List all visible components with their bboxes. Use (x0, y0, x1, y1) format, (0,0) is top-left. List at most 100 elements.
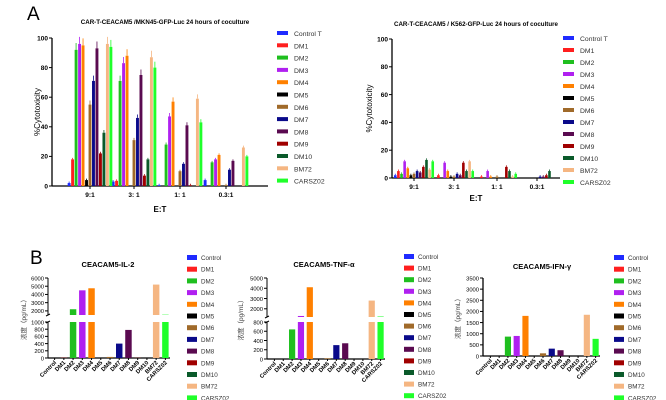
bar-dm4 (217, 154, 221, 186)
bar-dm7 (182, 163, 185, 186)
bar-dm3 (443, 162, 446, 178)
legend-label: DM1 (628, 267, 642, 274)
y-tick-label: 20 (41, 154, 49, 161)
legend-swatch (187, 395, 197, 400)
legend-swatch (277, 92, 288, 97)
legend-swatch (614, 325, 624, 331)
y-tick-label: 20 (381, 148, 389, 155)
legend-label: DM3 (201, 290, 215, 297)
legend-label: Control T (294, 31, 322, 38)
legend-swatch (404, 312, 414, 317)
bar-dm7 (116, 343, 123, 358)
legend-label: DM2 (201, 278, 215, 285)
legend-swatch (563, 168, 574, 172)
bar-bm72 (149, 57, 153, 186)
bar-carsz02 (431, 161, 435, 178)
bar-dm10 (102, 132, 106, 186)
legend-label: DM9 (628, 360, 642, 367)
legend-swatch (563, 180, 574, 184)
bar-dm3 (168, 116, 172, 186)
y-tick-label: 200 (34, 349, 44, 355)
bar-dm8 (185, 125, 189, 186)
legend-swatch (277, 178, 288, 183)
x-tick-label: 0.3:1 (219, 192, 234, 199)
chart-title: CEACAM5-IFN-γ (513, 262, 572, 271)
legend-swatch (614, 278, 624, 284)
legend-label: CARSZ02 (418, 393, 447, 400)
legend-label: DM1 (201, 267, 215, 274)
y-tick-label: 3500 (466, 276, 479, 282)
legend-swatch (563, 132, 574, 136)
chart-title: CAR-T-CEACAM5 / K562-GFP-Luc 24 hours of… (394, 21, 559, 28)
bar-dm5 (409, 175, 413, 178)
legend-label: BM72 (201, 384, 218, 391)
chart-1: CAR-T-CEACAM5 /MKN45-GFP-Luc 24 hours of… (33, 19, 325, 214)
legend-swatch (277, 104, 288, 109)
x-tick-label: 1: 1 (491, 184, 503, 191)
bar-dm1 (397, 171, 400, 178)
legend-label: DM1 (418, 266, 432, 273)
legend-label: BM72 (580, 168, 598, 175)
legend-swatch (563, 84, 574, 88)
legend-swatch (187, 348, 197, 354)
bar-dm8 (125, 329, 132, 358)
bar-dm4-upper (88, 288, 95, 315)
legend-swatch (277, 129, 288, 134)
y-tick-label: 80 (381, 64, 389, 71)
bar-dm7 (228, 169, 231, 186)
y-tick-label: 80 (41, 65, 49, 72)
x-tick-label: 9:1 (409, 184, 419, 191)
chart-4: CEACAM5-TNF-α 浓度（pg/mL） 0 200 400 600 800 2000 3… (236, 254, 447, 400)
y-tick-label: 6000 (31, 276, 44, 282)
bar-bm72 (195, 98, 199, 186)
legend-swatch (187, 383, 197, 389)
bar-control-t (203, 180, 207, 186)
legend-label: DM1 (580, 48, 595, 55)
legend-label: DM7 (294, 117, 309, 124)
legend-swatch (187, 360, 197, 366)
bar-dm8 (418, 172, 422, 178)
legend-swatch (187, 336, 197, 342)
bar-dm8 (231, 160, 235, 186)
bar-dm3 (403, 161, 406, 178)
bar-dm7 (333, 345, 340, 359)
bar-dm4 (125, 55, 129, 187)
legend-swatch (404, 370, 414, 375)
legend-label: DM5 (580, 96, 595, 103)
bar-dm3 (513, 335, 520, 356)
bar-dm9 (188, 185, 192, 186)
bar-dm8 (342, 343, 349, 359)
y-tick-label: 0 (476, 354, 479, 360)
bar-dm10 (465, 171, 468, 178)
legend-label: DM4 (580, 84, 595, 91)
bar-bm72-upper (368, 300, 375, 317)
y-tick-label: 400 (34, 342, 44, 348)
bar-dm9 (545, 175, 548, 178)
bar-dm5 (85, 180, 88, 186)
y-tick-label: 2000 (31, 309, 44, 315)
legend-swatch (404, 254, 414, 259)
bar-dm7 (548, 348, 555, 356)
bar-dm4 (88, 322, 95, 358)
legend-swatch (563, 48, 574, 52)
legend-label: DM10 (201, 372, 218, 379)
bar-dm1 (115, 180, 119, 186)
legend-label: DM7 (628, 337, 642, 344)
legend-swatch (187, 266, 197, 272)
bar-dm2 (400, 173, 403, 178)
legend-label: CARSZ02 (628, 395, 657, 400)
bar-dm3-upper (297, 315, 305, 317)
legend-label: CARSZ02 (294, 179, 325, 186)
y-tick-label: 4000 (31, 293, 44, 299)
bar-dm3 (79, 322, 86, 358)
legend-label: DM1 (294, 43, 309, 50)
legend-swatch (404, 335, 414, 341)
legend-label: DM6 (628, 325, 642, 332)
bar-bm72 (511, 176, 514, 178)
y-tick-label: 3000 (466, 287, 479, 293)
bar-carsz02 (592, 338, 599, 356)
legend-swatch (277, 43, 288, 48)
bar-dm9 (422, 166, 425, 178)
legend-swatch (187, 313, 197, 319)
legend-label: DM5 (201, 314, 215, 321)
